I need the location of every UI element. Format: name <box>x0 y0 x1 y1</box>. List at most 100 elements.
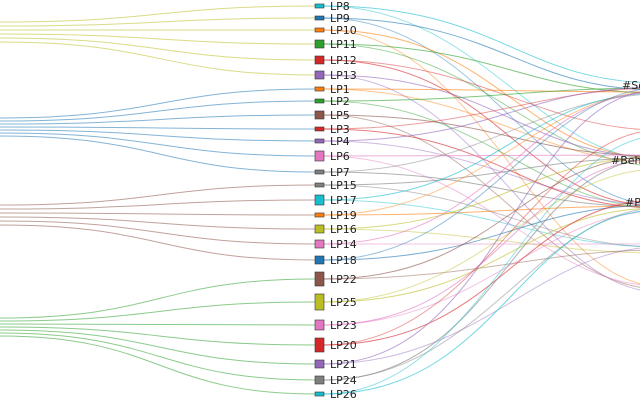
right-link <box>323 114 640 288</box>
right-link <box>323 171 640 208</box>
left-link <box>0 329 316 365</box>
node-label: LP16 <box>330 223 357 236</box>
node-bar[interactable] <box>314 375 325 385</box>
node-bar[interactable] <box>314 239 325 249</box>
node-label: LP23 <box>330 319 357 332</box>
node-bar[interactable] <box>314 138 325 144</box>
right-link <box>323 155 640 286</box>
right-link <box>323 59 640 130</box>
node-bar[interactable] <box>314 110 325 120</box>
left-link <box>0 114 316 125</box>
right-link <box>323 87 640 130</box>
right-link <box>323 5 640 159</box>
node-label: LP7 <box>330 166 350 179</box>
node-bar[interactable] <box>314 39 325 49</box>
node-label: LP5 <box>330 109 350 122</box>
node-label: LP9 <box>330 12 350 25</box>
left-link <box>0 323 316 326</box>
right-link <box>323 157 640 230</box>
node-bar[interactable] <box>314 293 325 311</box>
left-link <box>0 17 316 27</box>
right-link <box>323 138 640 395</box>
node-bar[interactable] <box>314 169 325 175</box>
node-label: LP21 <box>330 358 357 371</box>
left-link <box>0 224 316 261</box>
right-link <box>323 249 640 280</box>
node-bar[interactable] <box>314 98 325 104</box>
node-label: LP24 <box>330 374 357 387</box>
right-link <box>323 159 640 381</box>
right-link <box>323 156 640 280</box>
left-link <box>0 100 316 122</box>
left-link <box>0 220 316 245</box>
right-link <box>323 74 640 157</box>
node-label: LP2 <box>330 95 350 108</box>
node-bar[interactable] <box>314 224 325 234</box>
right-link <box>323 92 640 245</box>
node-bar[interactable] <box>314 150 325 162</box>
node-bar[interactable] <box>314 255 325 265</box>
left-link <box>0 41 316 76</box>
node-label: LP8 <box>330 0 350 13</box>
left-link <box>0 184 316 206</box>
node-bar[interactable] <box>314 55 325 65</box>
node-bar[interactable] <box>314 15 325 21</box>
left-link <box>0 129 316 142</box>
node-label: LP10 <box>330 24 357 37</box>
left-link <box>0 335 316 395</box>
right-link <box>323 89 640 261</box>
category-label: #P <box>625 196 640 209</box>
node-label: LP3 <box>330 123 350 136</box>
node-bar[interactable] <box>314 359 325 369</box>
node-bar[interactable] <box>314 182 325 188</box>
right-links <box>323 5 640 395</box>
category-labels: #So #Beha #P <box>611 79 640 209</box>
right-link <box>323 5 640 83</box>
right-link <box>323 209 640 381</box>
right-link <box>323 59 640 206</box>
node-label: LP14 <box>330 238 357 251</box>
right-link <box>323 93 640 201</box>
right-link <box>323 100 640 208</box>
right-link <box>323 154 640 157</box>
node-bar[interactable] <box>314 3 325 9</box>
left-link <box>0 216 316 230</box>
node-bar[interactable] <box>314 70 325 80</box>
node-bar[interactable] <box>314 391 325 397</box>
category-label: #Beha <box>611 154 640 167</box>
right-link <box>323 159 640 326</box>
node-bar[interactable] <box>314 271 325 287</box>
left-link <box>0 37 316 61</box>
node-bar[interactable] <box>314 126 325 132</box>
node-label: LP15 <box>330 179 357 192</box>
right-link <box>323 88 640 93</box>
right-link <box>323 87 640 102</box>
left-links <box>0 5 316 395</box>
right-link <box>323 29 640 284</box>
node-label: LP19 <box>330 209 357 222</box>
node-label: LP12 <box>330 54 357 67</box>
right-link <box>323 29 640 158</box>
left-link <box>0 132 316 157</box>
node-label: LP6 <box>330 150 350 163</box>
left-link <box>0 278 316 319</box>
node-bar[interactable] <box>314 212 325 218</box>
node-label: LP13 <box>330 69 357 82</box>
right-link <box>323 199 640 248</box>
right-link <box>323 247 640 365</box>
node-label: LP4 <box>330 135 350 148</box>
right-link <box>323 184 640 247</box>
left-link <box>0 301 316 322</box>
node-bar[interactable] <box>314 194 325 206</box>
right-link <box>323 140 640 205</box>
right-link <box>323 91 640 365</box>
node-bar[interactable] <box>314 319 325 331</box>
right-link <box>323 228 640 254</box>
node-label: LP11 <box>330 38 357 51</box>
right-link <box>323 114 640 157</box>
node-bar[interactable] <box>314 337 325 353</box>
left-link <box>0 332 316 381</box>
node-bar[interactable] <box>314 86 325 92</box>
node-bar[interactable] <box>314 27 325 33</box>
